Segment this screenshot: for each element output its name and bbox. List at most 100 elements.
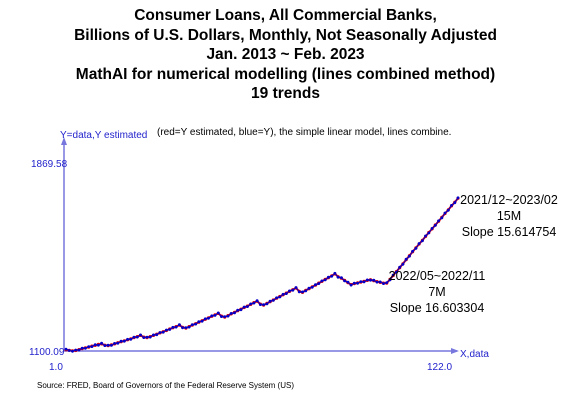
annotation-dip-trend: 2022/05~2022/11 7M Slope 16.603304 <box>376 268 498 316</box>
data-point <box>388 278 392 282</box>
data-point <box>200 319 204 323</box>
data-point <box>80 346 84 350</box>
data-point <box>126 337 129 341</box>
data-point <box>317 282 321 285</box>
data-point <box>165 328 168 332</box>
data-point <box>268 299 272 303</box>
data-point <box>255 299 259 303</box>
source-note: Source: FRED, Board of Governors of the … <box>37 381 294 390</box>
data-point <box>226 314 230 318</box>
data-point <box>424 234 427 238</box>
data-point <box>414 247 418 250</box>
data-point <box>210 314 214 318</box>
data-point <box>135 335 139 339</box>
title-line-1: Consumer Loans, All Commercial Banks, <box>134 7 437 24</box>
data-point <box>161 330 165 334</box>
data-point <box>119 339 123 343</box>
data-point <box>391 273 395 277</box>
title-line-2: Billions of U.S. Dollars, Monthly, Not S… <box>74 26 497 44</box>
data-point <box>262 303 265 306</box>
annotation-recent-slope: Slope 15.614754 <box>461 225 557 239</box>
data-point <box>421 239 424 243</box>
data-point <box>145 335 149 339</box>
data-point <box>446 208 450 212</box>
data-point <box>100 341 103 345</box>
data-point <box>236 308 240 312</box>
x-axis-arrow <box>451 348 459 354</box>
data-point <box>288 289 291 293</box>
data-point <box>64 347 68 351</box>
data-point <box>246 305 249 308</box>
data-point <box>87 345 91 348</box>
data-point <box>139 333 142 337</box>
data-point <box>327 275 330 279</box>
x-axis-label: X,data <box>460 349 489 360</box>
data-point <box>346 280 350 284</box>
data-point <box>265 302 269 306</box>
data-point <box>401 262 405 266</box>
data-point <box>155 333 159 337</box>
data-point <box>427 231 431 235</box>
x-min-tick-label: 1.0 <box>49 362 63 373</box>
data-point <box>343 279 346 283</box>
data-point <box>375 280 379 284</box>
data-point <box>352 281 356 285</box>
chart-title: Consumer Loans, All Commercial Banks, Bi… <box>0 6 571 104</box>
data-point <box>411 249 414 253</box>
data-point <box>190 323 194 326</box>
data-point <box>93 343 97 347</box>
data-point <box>158 331 162 334</box>
data-point <box>113 342 116 345</box>
y-min-tick-label: 1100.09 <box>29 347 65 358</box>
data-point <box>171 325 175 329</box>
annotation-recent-trend: 2021/12~2023/02 15M Slope 15.614754 <box>448 192 570 240</box>
annotation-dip-months: 7M <box>428 285 446 299</box>
data-point <box>430 227 434 230</box>
data-point <box>382 282 385 285</box>
data-point <box>323 278 327 282</box>
data-point <box>242 305 246 309</box>
data-point <box>122 339 126 343</box>
data-point <box>110 344 113 347</box>
data-point <box>181 326 185 330</box>
data-point <box>249 302 253 306</box>
data-point <box>90 345 94 348</box>
annotation-recent-period: 2021/12~2023/02 <box>460 193 558 207</box>
data-point <box>97 343 100 347</box>
data-point <box>330 274 334 278</box>
data-point <box>320 279 324 283</box>
data-point <box>84 346 87 350</box>
y-axis-arrow <box>61 137 67 145</box>
data-point <box>378 280 382 284</box>
data-point <box>178 323 181 326</box>
data-point <box>450 204 453 207</box>
data-point <box>433 224 437 227</box>
data-point <box>223 315 227 318</box>
data-point <box>213 314 217 317</box>
data-point <box>229 312 233 315</box>
plot-caption: (red=Y estimated, blue=Y), the simple li… <box>157 127 451 138</box>
data-point <box>356 281 359 285</box>
data-point <box>194 322 198 326</box>
data-point <box>216 311 220 315</box>
data-point <box>207 316 210 320</box>
data-point <box>362 280 366 284</box>
data-point <box>197 320 201 324</box>
data-point <box>142 336 146 339</box>
data-point <box>291 288 295 292</box>
data-point <box>77 348 81 352</box>
data-point <box>184 326 188 329</box>
data-point <box>408 254 411 258</box>
title-line-5: 19 trends <box>251 85 320 102</box>
data-point <box>278 295 282 299</box>
data-point <box>398 265 402 269</box>
data-point <box>239 308 243 312</box>
data-point <box>116 341 120 345</box>
data-point <box>333 271 337 275</box>
data-point <box>301 290 304 294</box>
x-max-tick-label: 122.0 <box>427 362 452 373</box>
data-point <box>132 335 136 339</box>
data-point <box>275 296 278 300</box>
data-point <box>395 270 398 274</box>
